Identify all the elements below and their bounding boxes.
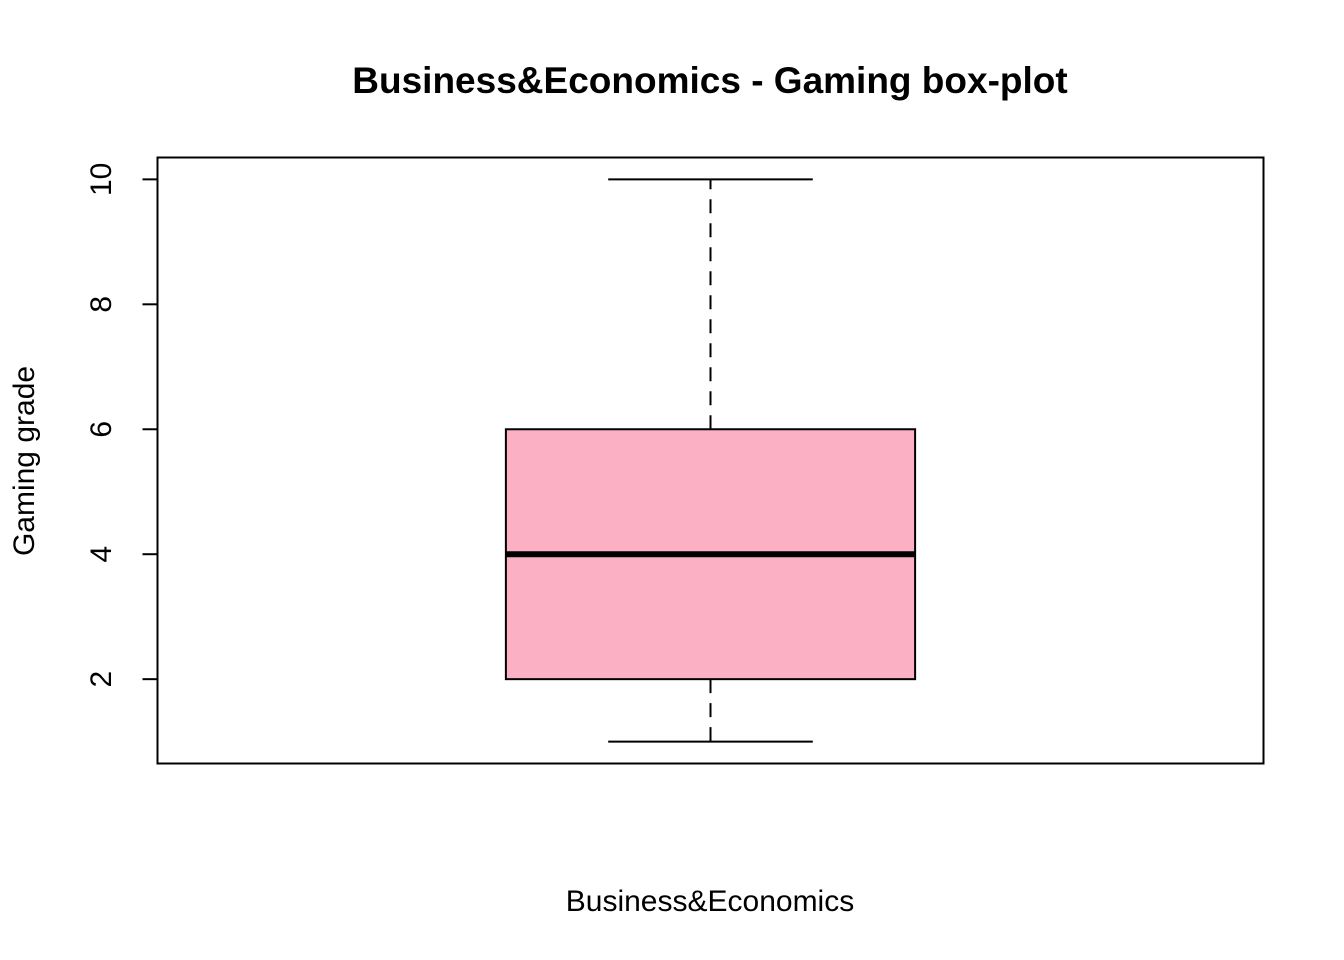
y-tick-label: 10: [85, 163, 118, 196]
y-tick-label: 6: [85, 421, 118, 438]
y-tick-label: 2: [85, 671, 118, 688]
y-axis-label: Gaming grade: [8, 366, 41, 556]
box-group: [504, 178, 917, 743]
y-tick-label: 4: [85, 546, 118, 563]
box-layer: [504, 178, 917, 743]
x-axis-label: Business&Economics: [566, 885, 854, 918]
y-tick-label: 8: [85, 296, 118, 313]
chart-title: Business&Economics - Gaming box-plot: [352, 60, 1067, 101]
y-axis: 2 4 6 8 10: [85, 163, 159, 688]
